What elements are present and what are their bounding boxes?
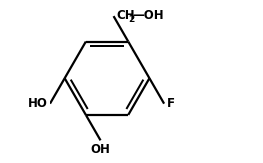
Text: CH: CH — [117, 9, 135, 22]
Text: F: F — [166, 97, 175, 110]
Text: —OH: —OH — [132, 9, 164, 22]
Text: OH: OH — [90, 143, 110, 156]
Text: 2: 2 — [129, 15, 135, 24]
Text: HO: HO — [28, 97, 48, 110]
